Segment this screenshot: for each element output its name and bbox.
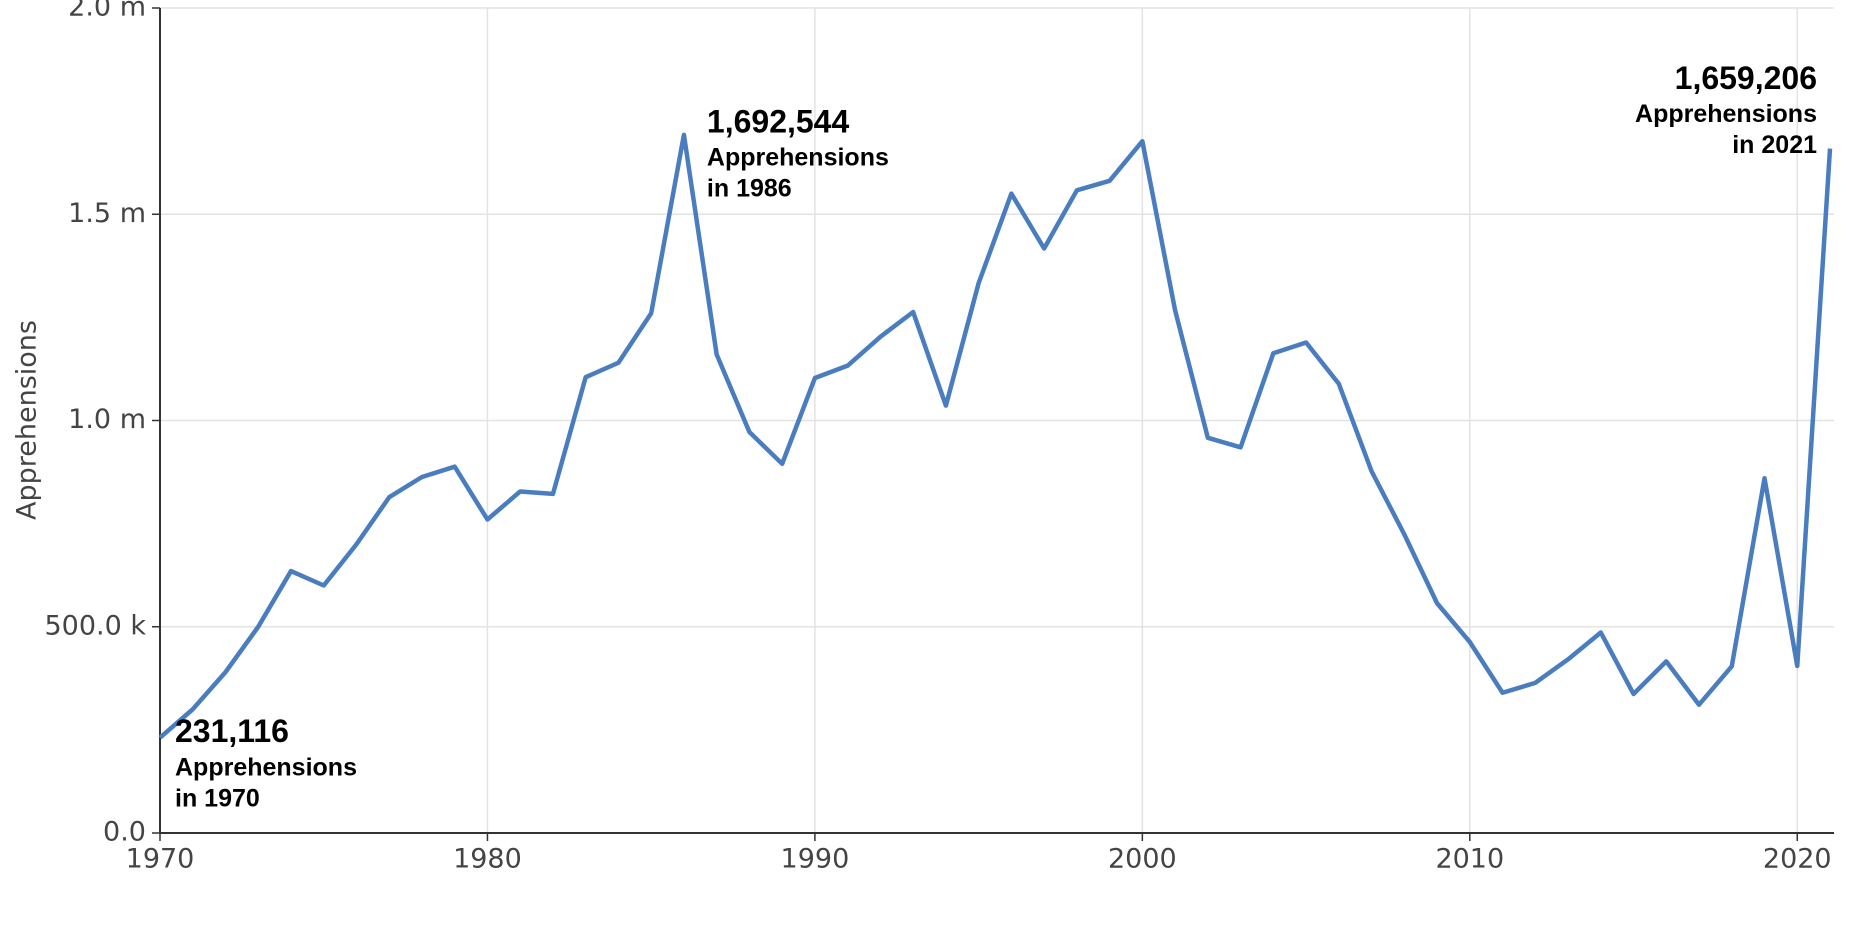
annotation-text: in 1986 xyxy=(707,174,792,202)
annotation-value: 1,659,206 xyxy=(1675,60,1817,96)
annotation-text: Apprehensions xyxy=(707,143,889,171)
x-tick-label: 1970 xyxy=(126,844,195,875)
annotation-text: in 1970 xyxy=(175,784,260,812)
annotation-value: 1,692,544 xyxy=(707,103,850,139)
y-tick-label: 0.0 xyxy=(103,817,146,848)
x-tick-label: 1990 xyxy=(781,844,850,875)
annotation-value: 231,116 xyxy=(175,713,289,749)
y-tick-label: 1.0 m xyxy=(68,404,146,435)
annotation-text: Apprehensions xyxy=(1635,100,1817,128)
line-series xyxy=(158,132,1833,740)
annotation-text: in 2021 xyxy=(1732,131,1817,159)
annotation-text: Apprehensions xyxy=(175,753,357,781)
x-tick-label: 1980 xyxy=(453,844,522,875)
y-axis-label: Apprehensions xyxy=(12,320,43,520)
y-tick-label: 500.0 k xyxy=(44,610,146,641)
y-tick-label: 2.0 m xyxy=(68,0,146,23)
x-tick-label: 2000 xyxy=(1108,844,1177,875)
y-tick-label: 1.5 m xyxy=(68,198,146,229)
x-tick-label: 2010 xyxy=(1435,844,1504,875)
x-tick-label: 2020 xyxy=(1763,844,1832,875)
